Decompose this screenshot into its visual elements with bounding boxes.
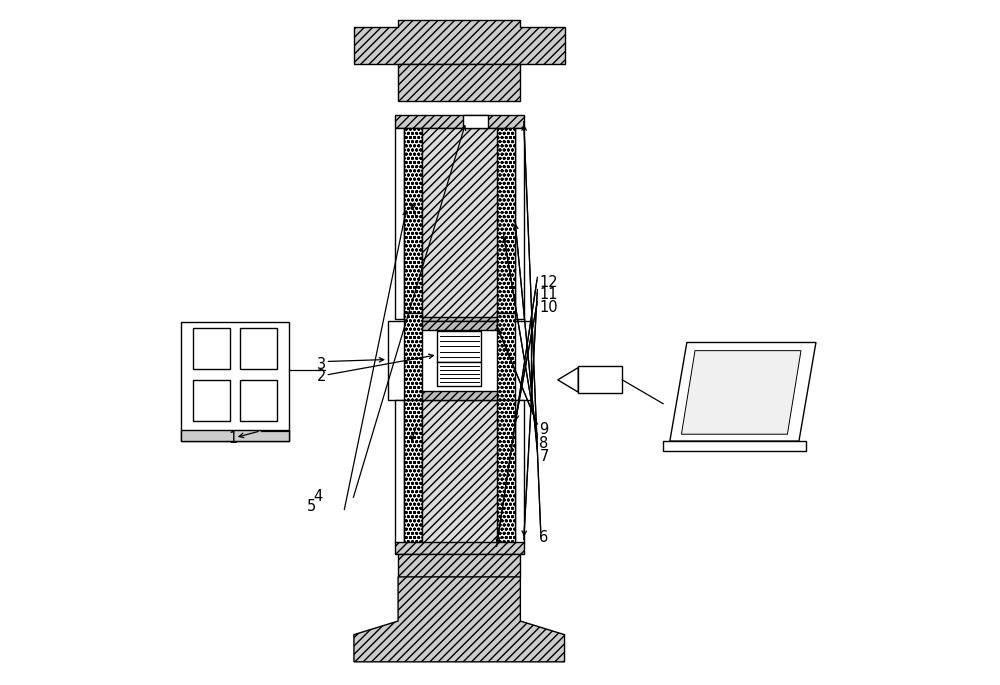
Polygon shape <box>663 441 806 451</box>
Bar <box>240 328 277 369</box>
Polygon shape <box>558 368 578 392</box>
Polygon shape <box>354 20 565 64</box>
Text: 9: 9 <box>539 422 549 437</box>
Text: 12: 12 <box>539 275 558 290</box>
Bar <box>388 321 531 399</box>
Bar <box>404 129 422 319</box>
Bar <box>395 543 524 554</box>
Polygon shape <box>398 554 520 577</box>
Bar <box>497 129 515 319</box>
Bar <box>181 430 289 441</box>
Bar <box>497 399 515 543</box>
Bar <box>422 399 497 543</box>
Text: 7: 7 <box>539 449 549 464</box>
Text: 11: 11 <box>539 288 558 303</box>
Bar <box>497 313 515 399</box>
Bar <box>395 115 524 129</box>
Bar <box>422 317 497 329</box>
Bar <box>240 380 277 421</box>
Text: 1: 1 <box>228 432 237 447</box>
Bar <box>422 391 497 399</box>
Bar <box>422 321 497 329</box>
Polygon shape <box>681 351 801 434</box>
Bar <box>404 313 422 399</box>
Text: 5: 5 <box>306 499 316 514</box>
Bar <box>578 366 622 393</box>
Text: 2: 2 <box>317 369 326 384</box>
Text: 6: 6 <box>539 530 549 545</box>
Bar <box>395 129 404 319</box>
Bar <box>463 115 488 129</box>
Bar <box>437 331 481 362</box>
Bar <box>181 322 289 441</box>
Bar <box>422 129 497 319</box>
Bar <box>404 399 422 543</box>
Bar <box>515 129 524 319</box>
Text: 4: 4 <box>313 488 322 503</box>
Polygon shape <box>670 342 816 441</box>
Bar <box>193 380 230 421</box>
Text: 8: 8 <box>539 436 549 451</box>
Bar <box>395 399 404 543</box>
Polygon shape <box>398 64 520 101</box>
Text: 10: 10 <box>539 299 558 314</box>
Bar <box>515 399 524 543</box>
Polygon shape <box>354 577 565 662</box>
Text: 3: 3 <box>317 357 326 372</box>
Bar <box>193 328 230 369</box>
Bar <box>437 362 481 386</box>
